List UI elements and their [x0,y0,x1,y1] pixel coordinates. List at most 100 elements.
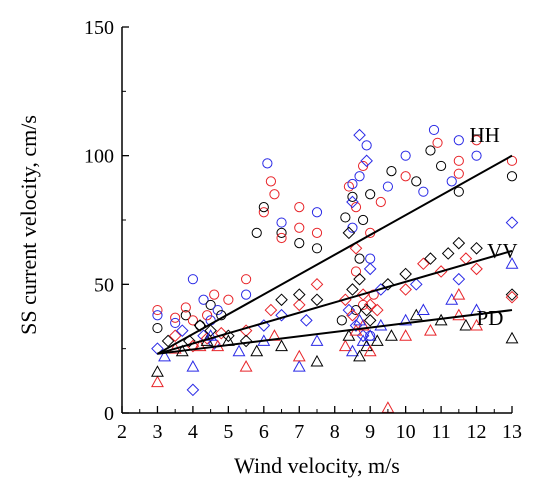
plot-area: HH VV PD [151,123,519,413]
triangle-marker [505,257,519,269]
triangle-marker [204,329,218,341]
circle-marker [294,202,305,213]
circle-marker [276,232,287,244]
diamond-marker [452,272,466,286]
x-tick-label: 5 [223,421,233,443]
circle-marker [446,176,457,187]
diamond-marker [505,290,519,304]
circle-marker [187,274,199,285]
circle-marker [258,202,269,213]
circle-marker [453,186,464,197]
circle-marker [180,302,191,313]
circle-marker [428,124,440,136]
circle-marker [152,310,163,321]
diamond-marker [417,257,430,271]
x-tick-label: 12 [467,421,487,443]
diamond-marker [399,283,412,296]
triangle-marker [186,360,200,372]
triangle-marker [275,339,288,352]
diamond-marker [186,383,200,397]
diamond-marker [349,319,363,332]
circle-marker [435,160,447,172]
diamond-marker [441,247,455,260]
circle-marker [209,289,220,300]
circle-marker [205,299,216,311]
triangle-marker [370,334,384,346]
circle-marker [375,196,386,208]
diamond-marker [346,283,359,296]
diamond-marker [360,303,373,317]
circle-marker [240,274,252,285]
triangle-marker [151,375,164,388]
circle-marker [265,176,277,187]
triangle-marker [363,329,377,341]
circle-marker [269,189,280,200]
x-tick-label: 11 [431,421,450,443]
triangle-marker [424,324,437,336]
circle-marker [365,253,376,264]
circle-marker [400,150,411,161]
circle-marker [180,310,191,321]
diamond-marker [370,303,384,317]
circle-marker [453,168,464,179]
triangle-marker [505,331,519,344]
x-tick-label: 7 [294,421,304,443]
circle-marker [198,294,209,305]
triangle-marker [292,349,306,362]
circle-marker [170,312,181,323]
diamond-marker [360,154,373,168]
circle-marker [350,266,362,277]
circle-marker [357,214,369,226]
diamond-marker [292,288,306,301]
triangle-marker [353,313,366,326]
diamond-marker [310,278,324,291]
triangle-marker [151,365,164,377]
circle-marker [347,178,358,190]
diamond-marker [204,324,217,337]
diamond-marker [399,267,412,281]
triangle-marker [239,360,253,372]
circle-marker [340,212,351,223]
y-tick-label: 100 [84,146,114,168]
x-tick-label: 13 [502,421,522,443]
circle-marker [294,222,305,233]
diamond-marker [505,288,519,301]
axes: 2 3 4 5 6 7 8 9 10 11 12 13 0 50 100 150 Wind velocity, … [16,17,522,478]
circle-marker [361,140,372,151]
circle-marker [386,166,397,177]
circle-marker [411,176,422,187]
triangle-marker [310,354,324,367]
diamond-marker [310,293,324,307]
x-tick-label: 6 [259,421,269,443]
diamond-marker [409,278,423,291]
triangle-marker [360,339,374,352]
circle-marker [506,171,518,182]
x-tick-label: 3 [152,421,162,443]
triangle-marker [338,339,352,352]
diamond-marker [363,262,377,276]
circle-marker [212,304,223,316]
circle-marker [382,181,394,192]
triangle-marker [452,287,466,300]
diamond-marker [346,308,359,322]
x-tick-label: 8 [330,421,340,443]
triangle-marker [399,329,413,341]
diamond-marker [470,262,483,276]
x-tick-label: 2 [117,421,127,443]
diamond-marker [353,128,366,142]
circle-marker [152,304,163,316]
x-tick-label: 10 [396,421,416,443]
diamond-marker [300,314,313,327]
diamond-marker [151,342,164,355]
diamond-marker [264,303,278,317]
x-tick-label: 9 [365,421,375,443]
regression-line-hh [156,154,513,355]
diamond-marker [275,308,288,322]
triangle-marker [399,313,413,326]
circle-marker [294,238,305,249]
diamond-marker [505,216,519,229]
circle-marker [262,158,273,169]
diamond-marker [349,241,363,255]
diamond-marker [424,252,437,265]
